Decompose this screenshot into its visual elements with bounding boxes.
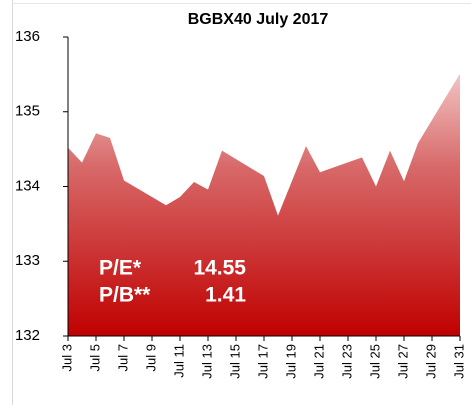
y-tick-label: 136 — [15, 28, 40, 45]
y-tick-label: 134 — [15, 177, 40, 194]
x-tick-label: Jul 15 — [227, 344, 242, 379]
x-tick-label: Jul 27 — [395, 344, 410, 379]
x-tick-label: Jul 19 — [283, 344, 298, 379]
annotation-label: P/E* — [99, 257, 142, 280]
y-tick-label: 135 — [15, 103, 40, 120]
area — [68, 73, 460, 336]
x-tick-label: Jul 17 — [255, 344, 270, 379]
x-tick-label: Jul 13 — [199, 344, 214, 379]
chart-title: BGBX40 July 2017 — [188, 11, 329, 28]
x-tick-label: Jul 9 — [143, 344, 158, 371]
x-tick-label: Jul 11 — [171, 344, 186, 378]
x-tick-label: Jul 5 — [87, 344, 102, 371]
y-tick-label: 133 — [15, 252, 40, 269]
x-tick-label: Jul 21 — [311, 344, 326, 379]
x-tick-label: Jul 31 — [451, 344, 466, 379]
annotation-label: P/B** — [99, 284, 151, 307]
x-tick-label: Jul 3 — [59, 344, 74, 371]
annotation-value: 1.41 — [205, 284, 246, 307]
x-tick-label: Jul 23 — [339, 344, 354, 379]
annotation-value: 14.55 — [193, 257, 246, 280]
y-tick-label: 132 — [15, 327, 40, 344]
x-tick-label: Jul 7 — [115, 344, 130, 371]
x-tick-label: Jul 29 — [423, 344, 438, 379]
x-tick-label: Jul 25 — [367, 344, 382, 379]
